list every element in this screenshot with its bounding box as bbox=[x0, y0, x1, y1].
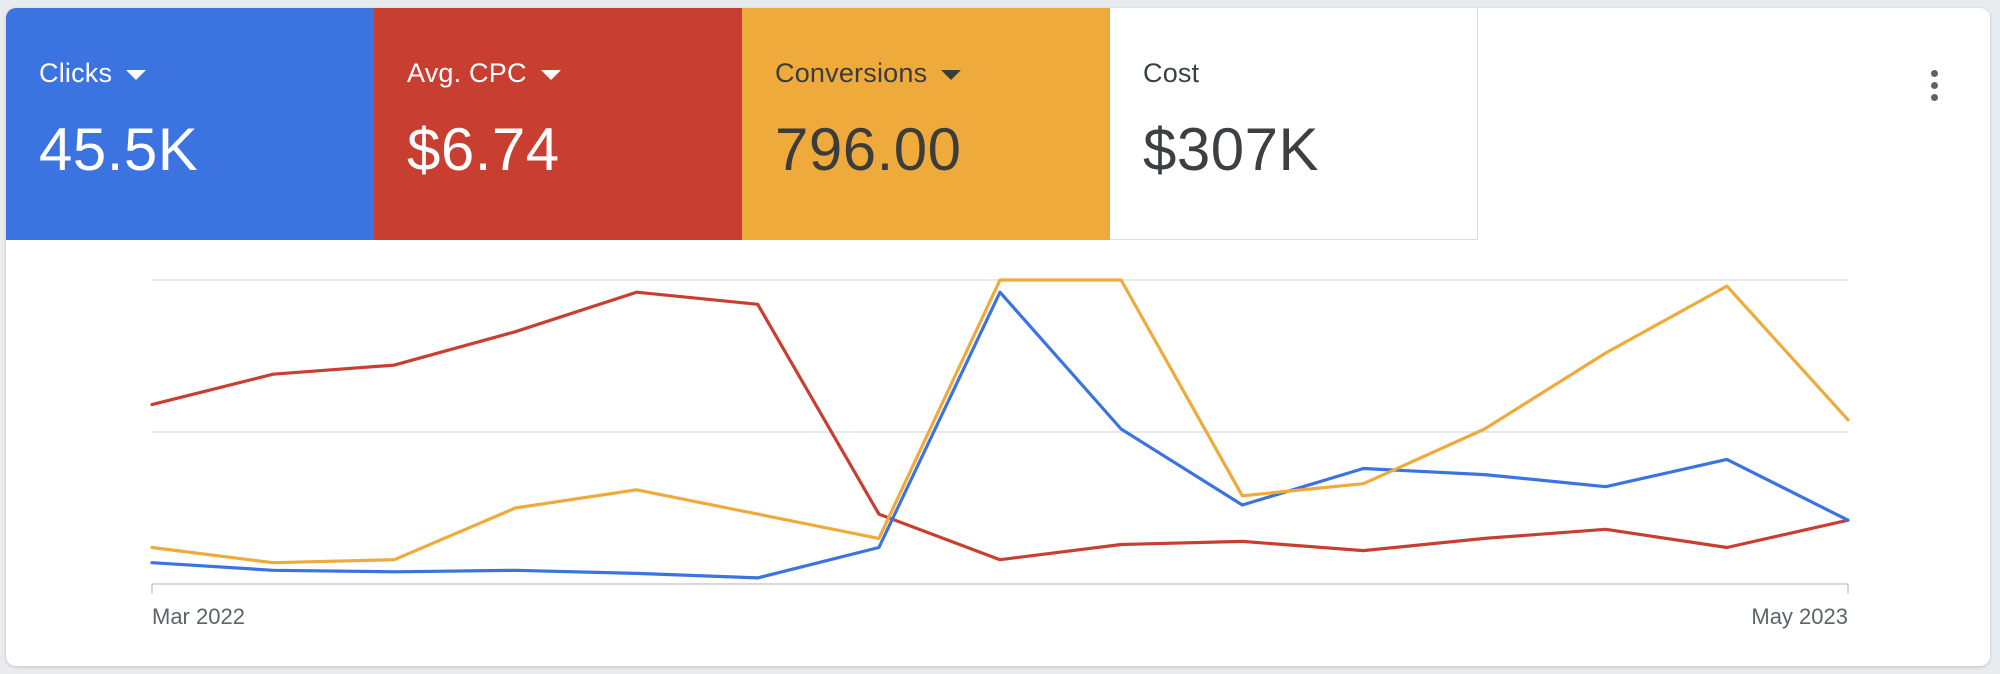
more-vert-icon-dot bbox=[1930, 93, 1938, 101]
metric-tile-conversions[interactable]: Conversions 796.00 bbox=[742, 8, 1110, 240]
series-line-conversions bbox=[150, 278, 1850, 565]
metric-value: $307K bbox=[1143, 116, 1319, 183]
chart-x-axis: Mar 2022 May 2023 bbox=[151, 584, 1849, 629]
metric-label: Conversions bbox=[775, 58, 928, 88]
series-line-clicks bbox=[150, 290, 1850, 580]
metric-label: Cost bbox=[1143, 58, 1200, 88]
metric-tile-header[interactable]: Clicks bbox=[39, 58, 374, 89]
more-vert-icon-dot bbox=[1930, 81, 1938, 89]
metric-value: 796.00 bbox=[775, 116, 962, 183]
more-options-button[interactable] bbox=[1914, 60, 1954, 110]
metric-label: Avg. CPC bbox=[407, 58, 527, 88]
performance-card: Clicks 45.5K Avg. CPC $6.74 Conversions … bbox=[6, 8, 1990, 666]
metric-value: 45.5K bbox=[39, 116, 199, 183]
x-tick-label-end: May 2023 bbox=[1751, 604, 1848, 629]
line-chart: Mar 2022 May 2023 bbox=[150, 278, 1850, 629]
chart-series bbox=[150, 278, 1850, 580]
metric-label: Clicks bbox=[39, 58, 113, 88]
metric-tile-header[interactable]: Conversions bbox=[775, 58, 1110, 89]
more-vert-icon bbox=[1930, 69, 1938, 77]
metric-tile-clicks[interactable]: Clicks 45.5K bbox=[6, 8, 374, 240]
dropdown-arrow-icon[interactable] bbox=[126, 69, 147, 80]
metric-tiles: Clicks 45.5K Avg. CPC $6.74 Conversions … bbox=[6, 8, 1478, 240]
metric-tile-cost[interactable]: Cost $307K bbox=[1110, 8, 1478, 240]
metric-tile-avg-cpc[interactable]: Avg. CPC $6.74 bbox=[374, 8, 742, 240]
x-tick-label-start: Mar 2022 bbox=[152, 604, 245, 629]
metric-value: $6.74 bbox=[407, 116, 560, 183]
metric-tile-header[interactable]: Cost bbox=[1143, 58, 1477, 89]
dropdown-arrow-icon[interactable] bbox=[941, 69, 962, 80]
dropdown-arrow-icon[interactable] bbox=[540, 69, 561, 80]
metric-tile-header[interactable]: Avg. CPC bbox=[407, 58, 742, 89]
series-line-avg-cpc bbox=[150, 290, 1850, 562]
chart-gridlines bbox=[152, 279, 1848, 585]
